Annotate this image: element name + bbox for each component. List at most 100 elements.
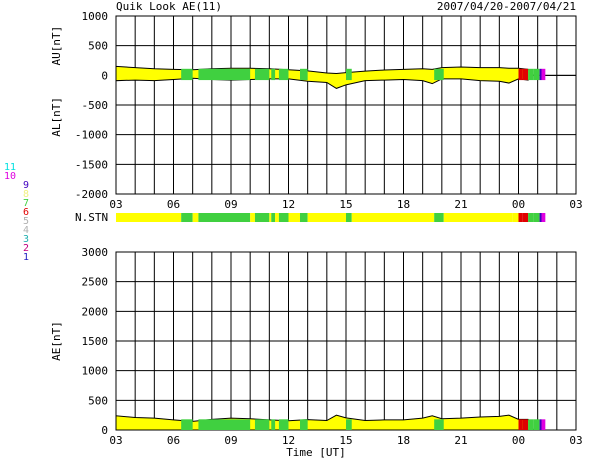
au-al-station-overlay	[254, 68, 270, 81]
ae-y-tick-label: 500	[88, 394, 108, 407]
au-al-y-tick-label: 500	[88, 40, 108, 53]
au-al-x-tick-label: 03	[109, 198, 122, 211]
nstn-segment	[522, 213, 529, 222]
ae-station-overlay	[434, 419, 444, 430]
nstn-segment	[278, 213, 289, 222]
au-al-y-tick-label: -1000	[75, 129, 108, 142]
ae-station-overlay	[346, 419, 352, 430]
ae-y-tick-label: 1500	[82, 335, 109, 348]
au-al-x-tick-label: 03	[569, 198, 582, 211]
station-legend-item: 10	[4, 171, 17, 182]
au-al-x-tick-label: 12	[282, 198, 295, 211]
ae-x-tick-label: 18	[397, 434, 410, 447]
ae-axis-label: AE[nT]	[50, 321, 63, 361]
ae-station-overlay	[541, 419, 546, 430]
ae-y-tick-label: 2500	[82, 276, 109, 289]
ae-station-overlay	[198, 419, 251, 430]
au-al-station-overlay	[522, 68, 529, 81]
nstn-segment	[518, 213, 523, 222]
au-al-station-overlay	[300, 68, 308, 81]
station-legend-item: 11	[4, 162, 17, 173]
station-legend-item: 7	[23, 198, 30, 209]
nstn-segment	[351, 213, 404, 222]
ae-station-overlay	[533, 419, 540, 430]
au-al-x-tick-label: 09	[224, 198, 237, 211]
au-al-station-overlay	[539, 68, 542, 81]
ae-y-tick-label: 2000	[82, 305, 109, 318]
nstn-segment	[181, 213, 193, 222]
nstn-segment	[528, 213, 534, 222]
station-legend-item: 5	[23, 216, 30, 227]
ae-station-overlay	[522, 419, 529, 430]
ae-y-tick-label: 0	[101, 424, 108, 437]
au-al-x-tick-label: 00	[512, 198, 525, 211]
ae-x-tick-label: 03	[109, 434, 122, 447]
nstn-segment	[288, 213, 300, 222]
au-al-y-tick-label: -2000	[75, 188, 108, 201]
nstn-segment	[271, 213, 276, 222]
nstn-segment	[254, 213, 270, 222]
station-legend-item: 4	[23, 225, 30, 236]
ae-station-overlay	[518, 419, 523, 430]
station-legend-item: 8	[23, 189, 30, 200]
au-al-station-overlay	[198, 68, 251, 81]
nstn-segment	[300, 213, 308, 222]
au-al-station-overlay	[541, 68, 546, 81]
au-al-y-tick-label: -1500	[75, 158, 108, 171]
au-al-station-overlay	[434, 68, 444, 81]
ae-y-tick-label: 3000	[82, 246, 109, 259]
date-range: 2007/04/20-2007/04/21	[436, 0, 576, 13]
ae-x-tick-label: 06	[167, 434, 180, 447]
x-axis-label: Time [UT]	[286, 446, 346, 459]
station-legend-item: 9	[23, 180, 30, 191]
ae-y-tick-label: 1000	[82, 365, 109, 378]
au-al-band	[115, 65, 535, 89]
au-al-station-overlay	[271, 68, 276, 81]
ae-x-tick-label: 21	[454, 434, 467, 447]
au-al-frame	[115, 15, 577, 195]
nstn-segment	[307, 213, 346, 222]
station-legend-item: 2	[23, 243, 30, 254]
ae-area	[115, 414, 535, 431]
ae-station-overlay	[254, 419, 270, 430]
au-al-station-overlay	[528, 68, 534, 81]
nstn-label: N.STN	[75, 211, 108, 224]
ae-station-overlay	[271, 419, 276, 430]
ae-x-tick-label: 12	[282, 434, 295, 447]
au-al-y-tick-label: 1000	[82, 10, 109, 23]
nstn-segment	[539, 213, 542, 222]
nstn-segment	[541, 213, 546, 222]
nstn-segment	[403, 213, 435, 222]
ae-station-overlay	[528, 419, 534, 430]
au-al-station-overlay	[518, 68, 523, 81]
ae-x-tick-label: 15	[339, 434, 352, 447]
ae-station-overlay	[539, 419, 542, 430]
nstn-segment	[173, 213, 182, 222]
nstn-segment	[192, 213, 199, 222]
au-axis-label: AU[nT]	[50, 26, 63, 66]
ae-x-tick-label: 09	[224, 434, 237, 447]
au-al-station-overlay	[181, 68, 193, 81]
au-al-y-tick-label: 0	[101, 69, 108, 82]
station-legend-item: 1	[23, 252, 30, 263]
chart-title: Quik Look AE(11)	[116, 0, 222, 13]
au-al-station-overlay	[346, 68, 352, 81]
au-al-x-tick-label: 18	[397, 198, 410, 211]
au-al-station-overlay	[278, 68, 289, 81]
ae-x-tick-label: 03	[569, 434, 582, 447]
au-al-x-tick-label: 21	[454, 198, 467, 211]
nstn-segment	[250, 213, 255, 222]
au-al-station-overlay	[533, 68, 540, 81]
au-al-x-tick-label: 06	[167, 198, 180, 211]
ae-station-overlay	[181, 419, 193, 430]
nstn-segment	[275, 213, 279, 222]
nstn-segment	[443, 213, 513, 222]
al-axis-label: AL[nT]	[50, 97, 63, 137]
ae-station-overlay	[278, 419, 289, 430]
nstn-segment	[434, 213, 444, 222]
ae-x-tick-label: 00	[512, 434, 525, 447]
nstn-segment	[198, 213, 251, 222]
station-legend-item: 3	[23, 234, 30, 245]
ae-station-overlay	[300, 419, 308, 430]
